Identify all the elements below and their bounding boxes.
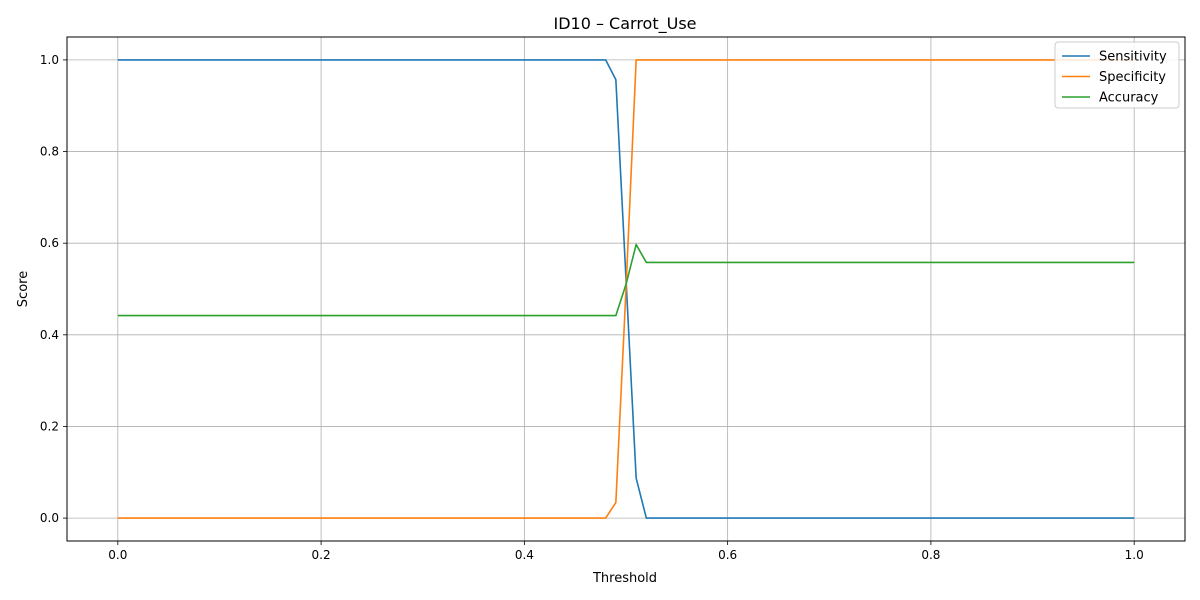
legend-label-accuracy: Accuracy (1099, 91, 1159, 106)
chart-title: ID10 – Carrot_Use (553, 14, 696, 34)
legend: Sensitivity Specificity Accuracy (1054, 41, 1180, 109)
legend-box (1054, 41, 1180, 109)
plot-frame (66, 36, 1186, 542)
x-tick-label: 1.0 (1125, 548, 1144, 562)
y-tick-label: 0.4 (40, 328, 59, 342)
y-tick-label: 0.0 (40, 511, 59, 525)
y-axis-label: Score (16, 271, 31, 307)
y-tick-label: 1.0 (40, 53, 59, 67)
x-tick-label: 0.0 (108, 548, 127, 562)
legend-label-sensitivity: Sensitivity (1099, 50, 1167, 65)
tick-layer: 0.0 0.2 0.4 0.6 0.8 1.0 0.0 0.2 0.4 0.6 0.8 1.0 (40, 53, 1144, 562)
y-tick-label: 0.8 (40, 145, 59, 159)
x-tick-label: 0.2 (312, 548, 331, 562)
y-tick-label: 0.6 (40, 236, 59, 250)
y-tick-label: 0.2 (40, 419, 59, 433)
x-tick-label: 0.8 (921, 548, 940, 562)
series-layer (117, 59, 1135, 519)
series-line-accuracy (117, 243, 1135, 317)
x-tick-label: 0.6 (718, 548, 737, 562)
legend-label-specificity: Specificity (1099, 70, 1166, 85)
series-line-specificity (117, 59, 1135, 519)
x-axis-label: Threshold (592, 571, 657, 586)
x-tick-label: 0.4 (515, 548, 534, 562)
